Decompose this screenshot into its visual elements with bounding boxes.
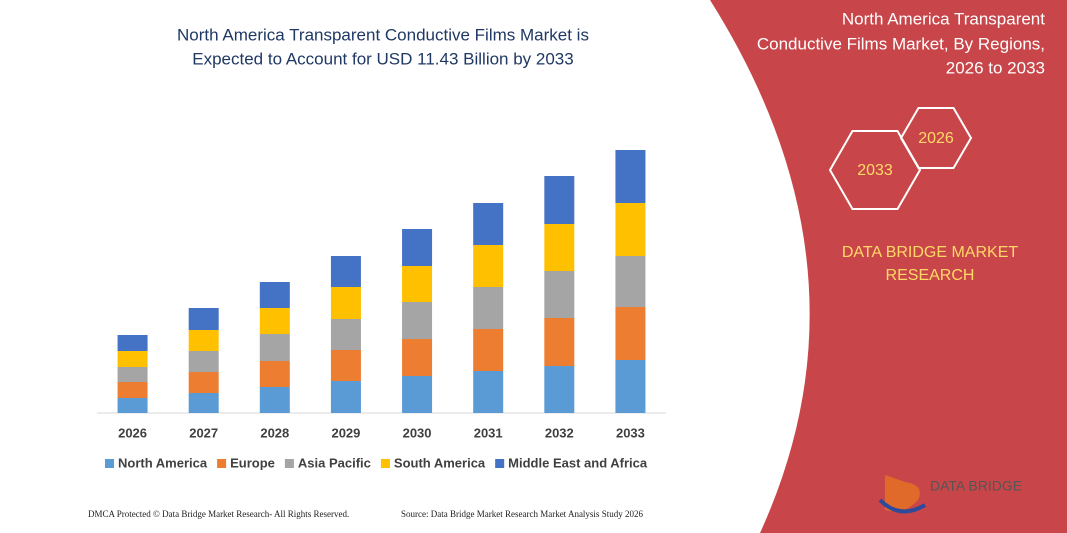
- legend-label: North America: [118, 455, 208, 470]
- bar-segment: [259, 334, 290, 361]
- bar-segment: [402, 339, 433, 376]
- bar-segment: [188, 393, 219, 413]
- x-tick-label: 2033: [616, 425, 645, 440]
- bar-segment: [188, 372, 219, 393]
- brand-text: RESEARCH: [886, 267, 975, 284]
- legend-swatch: [217, 459, 227, 468]
- bar-segment: [330, 350, 361, 381]
- bar-segment: [330, 256, 361, 287]
- hexagon: [899, 107, 973, 169]
- legend-swatch: [380, 459, 390, 468]
- legend-swatch: [495, 459, 505, 468]
- bar-segment: [117, 382, 148, 398]
- bar-segment: [402, 229, 433, 266]
- bar-segment: [615, 307, 646, 360]
- red-panel: [710, 0, 1067, 533]
- x-tick-label: 2030: [403, 425, 432, 440]
- legend-swatch: [284, 459, 294, 468]
- panel-title: 2026 to 2033: [946, 58, 1045, 77]
- bar-segment: [330, 319, 361, 350]
- bar-segment: [473, 245, 504, 287]
- hex-label: 2026: [918, 130, 954, 147]
- x-tick-label: 2028: [260, 425, 289, 440]
- bar-segment: [117, 351, 148, 367]
- bar-segment: [402, 266, 433, 302]
- bar-segment: [615, 360, 646, 413]
- x-tick-label: 2026: [118, 425, 147, 440]
- bar-segment: [402, 376, 433, 413]
- x-tick-label: 2031: [474, 425, 503, 440]
- bar-segment: [259, 361, 290, 387]
- bar-segment: [117, 335, 148, 351]
- chart-title: North America Transparent Conductive Fil…: [177, 25, 589, 44]
- bar-segment: [544, 366, 575, 413]
- bar-segment: [473, 203, 504, 245]
- legend-label: Europe: [230, 455, 275, 470]
- bar-segment: [330, 381, 361, 413]
- logo-mark: [878, 498, 927, 514]
- bar-segment: [473, 329, 504, 371]
- logo: DATA BRIDGE: [878, 475, 1022, 514]
- brand-text: DATA BRIDGE MARKET: [842, 244, 1019, 261]
- bar-segment: [188, 308, 219, 330]
- bar-segment: [117, 398, 148, 413]
- legend-swatch: [105, 459, 114, 468]
- logo-mark: [885, 475, 920, 512]
- bar-segment: [544, 271, 575, 318]
- legend-label: Middle East and Africa: [508, 455, 648, 470]
- logo-text: DATA BRIDGE: [930, 478, 1022, 494]
- bar-segment: [259, 387, 290, 413]
- bar-segment: [544, 224, 575, 271]
- bar-segment: [117, 367, 148, 382]
- bar-segment: [544, 318, 575, 366]
- footer-right: Source: Data Bridge Market Research Mark…: [401, 509, 643, 519]
- bar-segment: [188, 351, 219, 372]
- x-tick-label: 2029: [331, 425, 360, 440]
- bar-segment: [615, 256, 646, 307]
- hex-label: 2033: [857, 162, 893, 179]
- bar-segment: [473, 371, 504, 413]
- panel-title: North America Transparent: [842, 9, 1045, 28]
- legend-label: Asia Pacific: [298, 455, 371, 470]
- bar-segment: [402, 302, 433, 339]
- footer-left: DMCA Protected © Data Bridge Market Rese…: [88, 509, 349, 519]
- bar-segment: [259, 308, 290, 334]
- x-tick-label: 2027: [189, 425, 218, 440]
- hexagon: [828, 130, 922, 210]
- bar-segment: [544, 176, 575, 224]
- chart-title: Expected to Account for USD 11.43 Billio…: [192, 49, 573, 68]
- bar-segment: [188, 330, 219, 351]
- bar-segment: [259, 282, 290, 308]
- legend-label: South America: [394, 455, 486, 470]
- bar-segment: [330, 287, 361, 319]
- x-tick-label: 2032: [545, 425, 574, 440]
- bar-segment: [473, 287, 504, 329]
- bar-segment: [615, 150, 646, 203]
- panel-title: Conductive Films Market, By Regions,: [757, 34, 1045, 53]
- bar-segment: [615, 203, 646, 256]
